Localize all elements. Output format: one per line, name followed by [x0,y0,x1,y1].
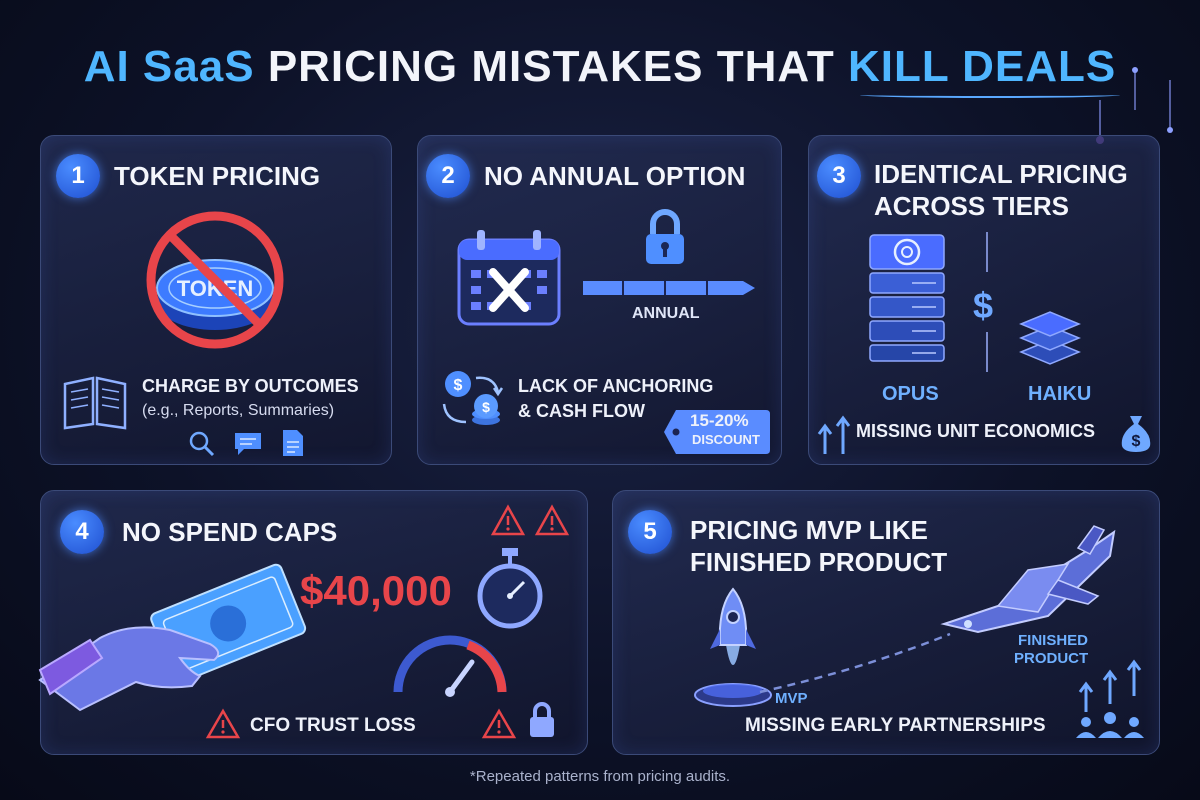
card-4-heading: NO SPEND CAPS [122,517,338,547]
card-1-heading: TOKEN PRICING [114,161,321,191]
card-2-line-2: & CASH FLOW [518,401,645,421]
card-5-heading-line-2: FINISHED PRODUCT [690,547,948,577]
card-5-footer: MISSING EARLY PARTNERSHIPS [745,715,1046,736]
card-pricing-mvp [612,490,1160,755]
card-1-line-1: CHARGE BY OUTCOMES [142,376,359,396]
page-title: AI SaaS PRICING MISTAKES THAT KILL DEALS [0,42,1200,92]
spend-amount: $40,000 [300,567,452,614]
title-part-2: PRICING MISTAKES THAT [267,42,835,91]
annual-label: ANNUAL [632,305,700,322]
warning-icon [490,504,570,536]
card-5-heading-line-1: PRICING MVP LIKE [690,515,928,545]
discount-label: DISCOUNT [692,432,760,447]
hand-money-icon [38,563,307,712]
label-opus: OPUS [882,383,939,405]
label-mvp: MVP [775,690,808,707]
title-part-1: AI SaaS [83,42,255,91]
svg-text:$: $ [1132,433,1141,450]
price-tag-icon [664,410,770,454]
discount-percent: 15-20% [690,411,749,430]
warning-icon [205,708,241,739]
lock-icon [646,209,684,264]
server-stack-icon [869,234,945,362]
card-4-number: 4 [60,510,104,554]
document-icon [283,430,303,456]
card-2-heading: NO ANNUAL OPTION [484,161,746,191]
card-4-footer: CFO TRUST LOSS [250,715,416,736]
card-3-heading-line-2: ACROSS TIERS [874,191,1070,221]
card-identical-pricing [808,135,1160,465]
label-finished-line-2: PRODUCT [1014,650,1089,667]
svg-text:$: $ [482,399,490,415]
growth-people-icon [1076,659,1144,738]
money-bag-icon: $ [1121,416,1151,452]
arrows-up-icon [817,415,851,454]
card-5-number: 5 [628,510,672,554]
label-haiku: HAIKU [1028,383,1092,405]
no-token-icon: TOKEN [146,211,284,349]
card-2-number: 2 [426,154,470,198]
svg-text:$: $ [454,377,463,394]
title-part-3: KILL DEALS [847,42,1117,91]
book-icon [63,376,127,430]
card-2-line-1: LACK OF ANCHORING [518,376,714,396]
divider-line [986,232,988,372]
gauge-icon [393,635,507,697]
card-1-number: 1 [56,154,100,198]
coins-cycle-icon: $ $ [442,371,504,425]
magnifier-icon [189,431,215,457]
trajectory-line [759,632,951,694]
card-3-heading-line-1: IDENTICAL PRICING [874,159,1128,189]
title-underline [860,92,1120,98]
warning-icon [481,708,517,739]
annual-progress-bar [583,281,755,295]
lock-icon [530,702,554,737]
card-1-line-2: (e.g., Reports, Summaries) [142,402,335,419]
layer-stack-icon [1019,311,1081,365]
stopwatch-icon [477,548,543,629]
network-decoration [1096,67,1173,144]
spaceship-icon [940,525,1116,634]
calendar-x-icon [457,230,561,326]
label-finished-line-1: FINISHED [1018,632,1089,649]
footnote: *Repeated patterns from pricing audits. [469,768,731,785]
rocket-icon [694,587,772,707]
dollar-sign: $ [973,285,994,326]
card-3-footer: MISSING UNIT ECONOMICS [856,421,1096,441]
card-3-number: 3 [817,154,861,198]
chat-icon [235,433,261,455]
